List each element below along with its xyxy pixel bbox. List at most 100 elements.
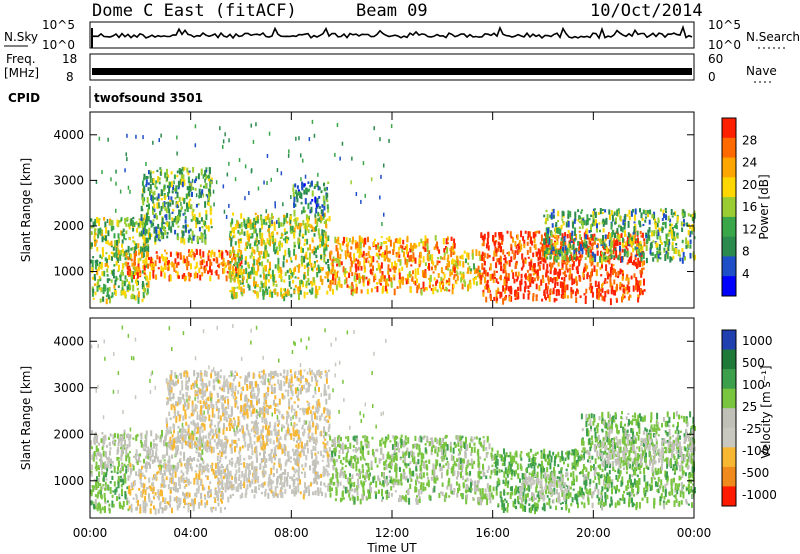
power-cell — [94, 232, 97, 236]
power-cell — [229, 272, 232, 278]
power-cell — [240, 228, 243, 235]
velocity-cell — [198, 444, 201, 451]
power-cell — [256, 246, 259, 253]
velocity-cell — [211, 462, 214, 467]
power-cell — [472, 278, 475, 281]
power-cell — [409, 247, 412, 253]
power-cell — [475, 249, 478, 256]
power-ytick-label-2: 3000 — [53, 173, 84, 187]
power-cell — [281, 294, 284, 299]
velocity-cell — [123, 429, 126, 435]
power-cell — [241, 293, 244, 297]
power-cell — [431, 254, 434, 261]
power-cell — [499, 295, 502, 299]
velocity-cell — [268, 381, 271, 386]
power-cell — [167, 266, 170, 272]
power-cell — [269, 236, 272, 244]
velocity-cell — [94, 494, 97, 497]
velocity-cell — [311, 432, 314, 437]
power-cell — [271, 234, 274, 242]
power-cell — [388, 236, 391, 242]
power-cell — [506, 260, 509, 265]
power-ytick-label-0: 1000 — [53, 265, 84, 279]
power-cell — [645, 239, 648, 245]
velocity-cell — [291, 384, 294, 387]
velocity-cell — [144, 505, 147, 512]
velocity-cell — [122, 446, 125, 453]
power-cell — [274, 264, 277, 269]
power-cell — [303, 291, 306, 299]
velocity-cell — [153, 443, 156, 446]
velocity-cell — [285, 375, 288, 381]
velocity-cell — [201, 438, 204, 444]
power-cell — [296, 224, 299, 230]
velocity-cell — [224, 408, 227, 413]
velocity-cell — [165, 465, 168, 470]
power-cell — [621, 256, 624, 263]
power-cell — [183, 258, 186, 263]
power-cell — [605, 217, 608, 225]
power-cell — [286, 221, 289, 224]
power-cell — [289, 215, 292, 219]
power-cell — [291, 230, 294, 234]
power-cell — [348, 238, 351, 243]
velocity-cell — [106, 500, 109, 503]
power-cell — [244, 260, 247, 265]
power-cell — [684, 256, 686, 261]
power-cell — [674, 211, 677, 217]
power-cell — [277, 268, 280, 274]
power-cell — [571, 230, 574, 237]
power-cell — [134, 295, 137, 301]
velocity-cell — [150, 430, 153, 437]
power-cell — [639, 230, 642, 235]
power-cell — [280, 269, 283, 274]
power-echo — [126, 133, 128, 138]
velocity-cell — [155, 445, 158, 452]
power-cell — [506, 252, 509, 255]
power-cell — [619, 282, 622, 287]
velocity-cell — [161, 454, 164, 460]
power-cell — [182, 213, 185, 216]
velocity-cell — [258, 371, 261, 374]
power-cell — [205, 167, 208, 171]
power-cell — [117, 233, 120, 239]
power-cell — [545, 244, 548, 248]
velocity-cell — [185, 470, 188, 474]
power-cell — [562, 246, 564, 253]
velocity-cell — [169, 473, 172, 477]
power-cell — [195, 248, 198, 253]
power-cell — [272, 275, 275, 283]
power-cell — [546, 214, 549, 221]
power-cell — [420, 238, 423, 244]
power-cell — [287, 248, 290, 255]
velocity-cell — [104, 501, 107, 505]
velocity-cell — [145, 462, 148, 470]
velocity-cell — [229, 426, 231, 432]
power-cell — [283, 292, 285, 297]
power-cell — [628, 237, 631, 241]
power-echo — [336, 123, 339, 127]
power-cell — [549, 277, 552, 282]
power-cell — [430, 288, 433, 291]
power-cell — [597, 297, 600, 301]
velocity-cell — [157, 508, 160, 514]
power-echo — [266, 153, 269, 158]
power-cell — [274, 238, 277, 243]
power-cell — [604, 257, 607, 260]
power-cell — [506, 230, 509, 234]
power-cell — [638, 280, 641, 285]
velocity-cell — [204, 496, 207, 501]
power-cell — [130, 258, 133, 262]
power-cell — [601, 284, 603, 289]
velocity-cell — [90, 472, 93, 477]
power-cell — [222, 267, 225, 274]
power-cell — [603, 296, 606, 302]
velocity-cell — [94, 466, 97, 469]
power-cell — [168, 221, 171, 228]
power-cell — [620, 225, 623, 232]
velocity-cell — [158, 459, 161, 467]
velocity-cell — [102, 437, 105, 445]
power-cell — [311, 237, 314, 242]
power-cell — [221, 261, 224, 267]
